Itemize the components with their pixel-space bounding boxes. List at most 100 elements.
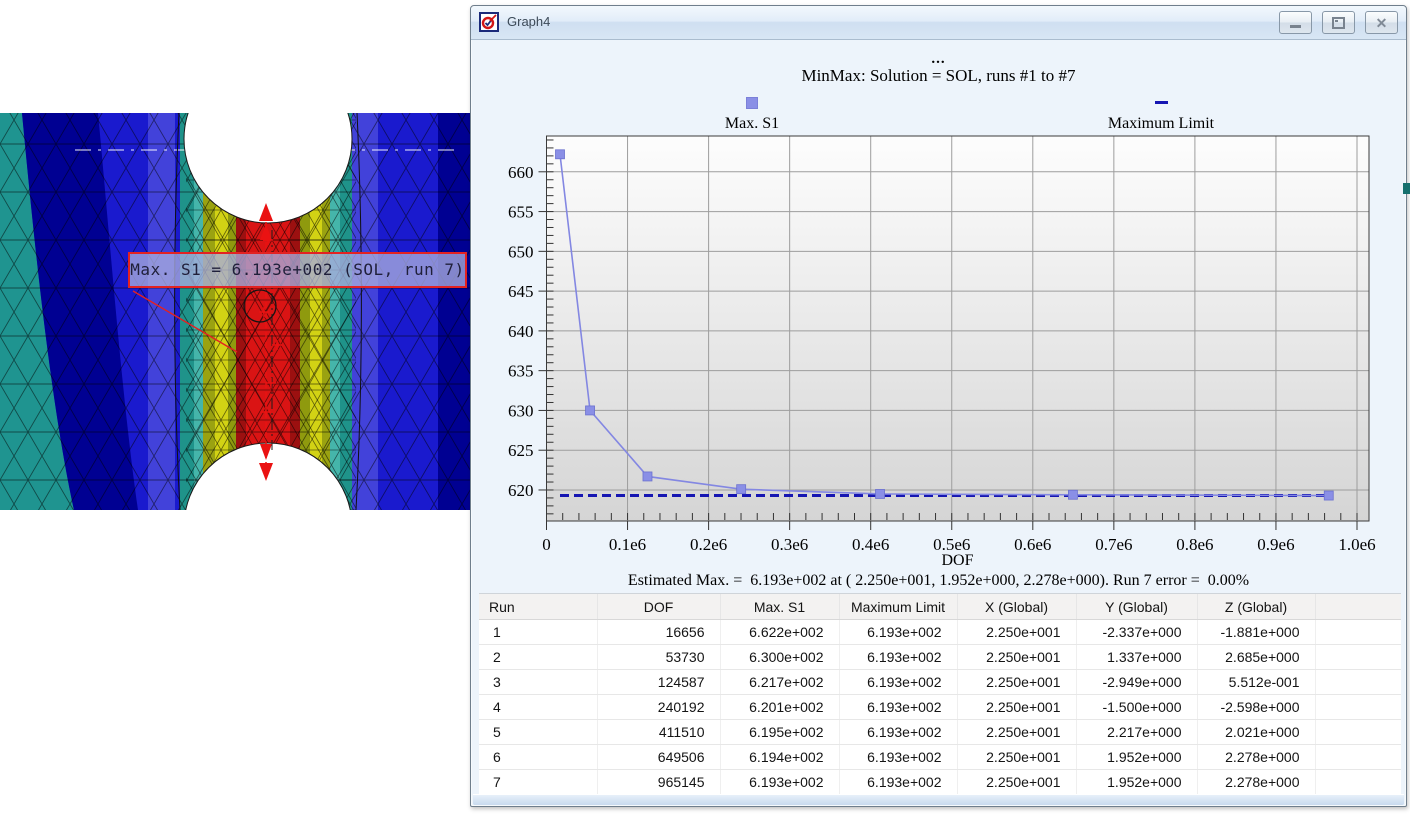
y-tick-label: 640 (508, 322, 534, 341)
table-cell: 1 (479, 620, 597, 645)
table-cell: 16656 (597, 620, 720, 645)
table-row[interactable]: 31245876.217e+0026.193e+0022.250e+001-2.… (479, 670, 1401, 695)
series-marker (876, 489, 885, 498)
column-header-empty (1315, 594, 1401, 620)
column-header[interactable]: Max. S1 (720, 594, 839, 620)
table-cell: 2.278e+000 (1197, 770, 1315, 795)
table-cell: 2.021e+000 (1197, 720, 1315, 745)
table-cell: 6.193e+002 (720, 770, 839, 795)
column-header[interactable]: Z (Global) (1197, 594, 1315, 620)
series-marker (586, 406, 595, 415)
column-header[interactable]: Maximum Limit (839, 594, 957, 620)
y-tick-label: 620 (508, 481, 534, 500)
y-tick-label: 645 (508, 282, 534, 301)
table-cell: 1.952e+000 (1076, 745, 1197, 770)
table-row[interactable]: 2537306.300e+0026.193e+0022.250e+0011.33… (479, 645, 1401, 670)
table-cell-empty (1315, 620, 1401, 645)
table-row[interactable]: 54115106.195e+0026.193e+0022.250e+0012.2… (479, 720, 1401, 745)
table-cell: -2.598e+000 (1197, 695, 1315, 720)
table-cell: 6.217e+002 (720, 670, 839, 695)
table-cell: 2.685e+000 (1197, 645, 1315, 670)
convergence-plot: 00.1e60.2e60.3e60.4e60.5e60.6e60.7e60.8e… (471, 6, 1407, 566)
table-cell: -1.881e+000 (1197, 620, 1315, 645)
series-marker (1324, 491, 1333, 500)
table-cell: -2.949e+000 (1076, 670, 1197, 695)
table-cell: 5 (479, 720, 597, 745)
table-cell: 2.250e+001 (957, 620, 1076, 645)
table-cell: 6.193e+002 (839, 695, 957, 720)
table-cell: 6.193e+002 (839, 645, 957, 670)
column-header[interactable]: Run (479, 594, 597, 620)
table-cell: 6.193e+002 (839, 620, 957, 645)
y-tick-label: 655 (508, 203, 534, 222)
table-cell-empty (1315, 695, 1401, 720)
graph-window: Graph4 ✕ ... MinMax: Solution = SOL, run… (470, 5, 1407, 807)
plot-background (547, 136, 1370, 521)
y-tick-label: 650 (508, 242, 534, 261)
table-cell: 124587 (597, 670, 720, 695)
table-cell: 1.952e+000 (1076, 770, 1197, 795)
table-row[interactable]: 79651456.193e+0026.193e+0022.250e+0011.9… (479, 770, 1401, 795)
table-cell: 2.250e+001 (957, 745, 1076, 770)
column-header[interactable]: X (Global) (957, 594, 1076, 620)
estimated-max-text: Estimated Max. = 6.193e+002 at ( 2.250e+… (471, 572, 1406, 590)
table-cell: 2.250e+001 (957, 770, 1076, 795)
table-cell: 6.300e+002 (720, 645, 839, 670)
table-cell: 53730 (597, 645, 720, 670)
max-annotation: Max. S1 = 6.193e+002 (SOL, run 7) (128, 252, 467, 288)
table-cell: 3 (479, 670, 597, 695)
table-cell: 6.193e+002 (839, 720, 957, 745)
table-cell: 6 (479, 745, 597, 770)
table-cell-empty (1315, 645, 1401, 670)
table-cell: 6.201e+002 (720, 695, 839, 720)
background-window-artifact (1403, 183, 1410, 194)
table-cell: 6.193e+002 (839, 670, 957, 695)
max-annotation-text: Max. S1 = 6.193e+002 (SOL, run 7) (130, 260, 464, 279)
results-table: RunDOFMax. S1Maximum LimitX (Global)Y (G… (479, 594, 1401, 795)
table-cell: 2.250e+001 (957, 695, 1076, 720)
series-marker (737, 485, 746, 494)
table-cell: 2.217e+000 (1076, 720, 1197, 745)
table-header-row: RunDOFMax. S1Maximum LimitX (Global)Y (G… (479, 594, 1401, 620)
table-cell: 7 (479, 770, 597, 795)
table-cell: 6.195e+002 (720, 720, 839, 745)
column-header[interactable]: DOF (597, 594, 720, 620)
table-cell: 2.250e+001 (957, 645, 1076, 670)
screen: { "window": { "title": "Graph4" }, "fea"… (0, 0, 1410, 809)
x-axis-label: DOF (546, 552, 1369, 570)
table-cell: 649506 (597, 745, 720, 770)
series-marker (555, 150, 564, 159)
table-cell: 6.193e+002 (839, 770, 957, 795)
table-cell: 411510 (597, 720, 720, 745)
table-cell: 4 (479, 695, 597, 720)
y-tick-label: 635 (508, 362, 534, 381)
table-cell-empty (1315, 720, 1401, 745)
series-marker (643, 472, 652, 481)
table-cell: -2.337e+000 (1076, 620, 1197, 645)
table-cell: 2.278e+000 (1197, 745, 1315, 770)
series-marker (1068, 490, 1077, 499)
column-header[interactable]: Y (Global) (1076, 594, 1197, 620)
table-row[interactable]: 66495066.194e+0026.193e+0022.250e+0011.9… (479, 745, 1401, 770)
table-cell: 240192 (597, 695, 720, 720)
table-cell: -1.500e+000 (1076, 695, 1197, 720)
table-cell: 2.250e+001 (957, 720, 1076, 745)
y-tick-label: 660 (508, 163, 534, 182)
table-row[interactable]: 42401926.201e+0026.193e+0022.250e+001-1.… (479, 695, 1401, 720)
table-cell-empty (1315, 745, 1401, 770)
table-cell-empty (1315, 770, 1401, 795)
table-cell: 1.337e+000 (1076, 645, 1197, 670)
table-cell-empty (1315, 670, 1401, 695)
fea-viewport: Max. S1 = 6.193e+002 (SOL, run 7) (0, 0, 470, 809)
table-cell: 965145 (597, 770, 720, 795)
window-bottom-frame (473, 794, 1404, 805)
table-cell: 6.194e+002 (720, 745, 839, 770)
fea-rendering (0, 0, 470, 809)
table-cell: 6.193e+002 (839, 745, 957, 770)
y-tick-label: 625 (508, 441, 534, 460)
table-row[interactable]: 1166566.622e+0026.193e+0022.250e+001-2.3… (479, 620, 1401, 645)
results-table-wrap: RunDOFMax. S1Maximum LimitX (Global)Y (G… (479, 593, 1401, 795)
y-tick-label: 630 (508, 401, 534, 420)
table-cell: 2 (479, 645, 597, 670)
table-cell: 5.512e-001 (1197, 670, 1315, 695)
